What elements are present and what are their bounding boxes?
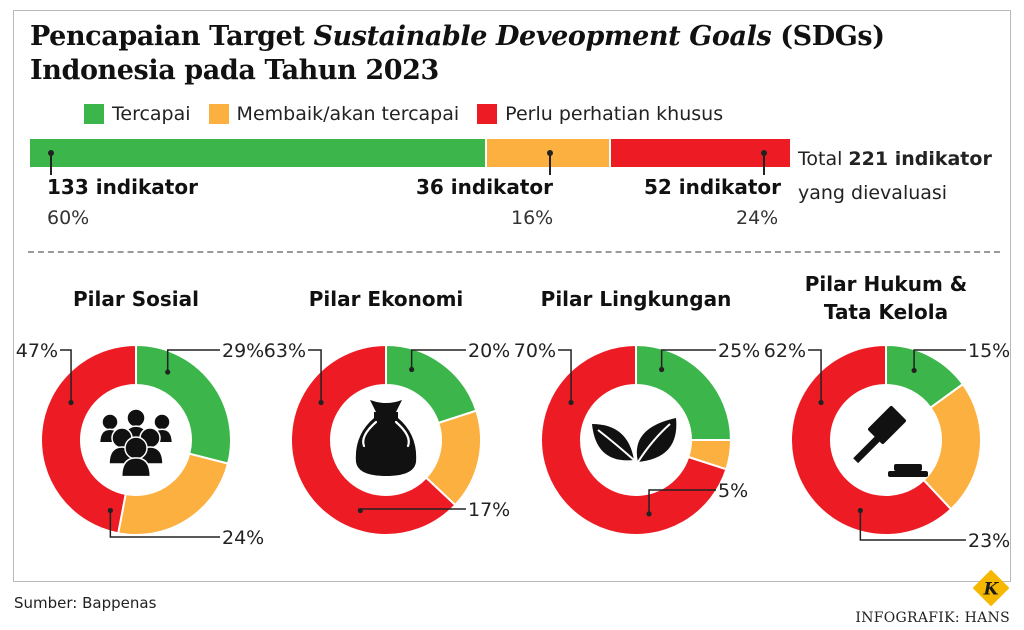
- bar-marker-line: [549, 153, 552, 175]
- bar-marker-line: [50, 153, 52, 175]
- dashed-divider: [28, 251, 1000, 253]
- bar-marker-dot: [761, 150, 768, 156]
- bar-percent-membaik: 16%: [511, 207, 554, 229]
- bar-percent-perlu-perhatian: 24%: [736, 207, 779, 229]
- title-part-2: Sustainable Deveopment Goals: [313, 21, 772, 52]
- legend-item-tercapai: Tercapai: [84, 103, 191, 125]
- bar-marker-dot: [547, 150, 554, 156]
- bar-label-perlu-perhatian: 52 indikator: [644, 175, 782, 199]
- bar-marker-line: [763, 153, 766, 175]
- bar-label-membaik: 36 indikator: [416, 175, 554, 199]
- donut-slice-lingkungan-perlu-perhatian: [540, 343, 728, 536]
- leader-line: [558, 349, 572, 403]
- people-icon: [98, 408, 174, 478]
- legend-item-membaik: Membaik/akan tercapai: [208, 103, 460, 125]
- bar-marker-dot: [48, 150, 54, 156]
- pillar-title: Pilar Hukum &: [805, 272, 967, 296]
- slice-percent-label: 63%: [264, 340, 306, 362]
- legend-swatch-orange: [208, 104, 229, 124]
- total-count: 221 indikator: [848, 148, 992, 170]
- leader-line: [166, 349, 220, 373]
- slice-percent-label: 24%: [222, 527, 264, 549]
- slice-percent-label: 20%: [468, 340, 510, 362]
- legend: Tercapai Membaik/akan tercapai Perlu per…: [84, 99, 741, 129]
- bar-label-tercapai: 133 indikator: [47, 175, 198, 199]
- slice-percent-label: 29%: [222, 340, 264, 362]
- legend-label: Tercapai: [112, 103, 191, 125]
- leaves-icon: [592, 418, 677, 463]
- leader-line: [808, 349, 822, 403]
- slice-percent-label: 5%: [718, 480, 748, 502]
- stacked-bar: [30, 139, 790, 175]
- slice-percent-label: 25%: [718, 340, 760, 362]
- leader-line: [359, 508, 466, 511]
- leader-line: [859, 510, 966, 541]
- legend-item-perlu-perhatian: Perlu perhatian khusus: [477, 103, 723, 125]
- money-bag-icon: [355, 400, 417, 476]
- source-note: Sumber: Bappenas: [14, 594, 157, 612]
- infographic-credit: INFOGRAFIK: HANS: [855, 610, 1010, 626]
- title-part-1: Pencapaian Target: [30, 21, 314, 52]
- pillar-title: Pilar Lingkungan: [541, 287, 732, 311]
- publisher-logo: K: [973, 570, 1009, 606]
- leader-line: [913, 349, 966, 371]
- donut-slice-ekonomi-perlu-perhatian: [290, 343, 457, 536]
- page-title: Pencapaian Target Sustainable Deveopment…: [30, 20, 1000, 88]
- donut-slice-hukum-perlu-perhatian: [790, 343, 953, 536]
- total-indicator-text: Total 221 indikator yang dievaluasi: [798, 142, 992, 210]
- legend-label: Perlu perhatian khusus: [505, 103, 724, 125]
- gavel-icon: [853, 406, 928, 477]
- logo-letter: K: [983, 580, 1000, 600]
- leader-line: [648, 489, 716, 514]
- donut-slice-sosial-perlu-perhatian: [40, 343, 137, 535]
- leader-line: [410, 349, 466, 370]
- donut-slice-sosial-tercapai: [135, 343, 232, 465]
- bar-percent-tercapai: 60%: [47, 207, 90, 229]
- slice-percent-label: 62%: [764, 340, 806, 362]
- donut-slice-ekonomi-tercapai: [385, 343, 478, 425]
- donut-slice-lingkungan-tercapai: [635, 343, 733, 441]
- bar-segment-perlu-perhatian: [611, 139, 790, 175]
- title-part-3: (SDGs) Indonesia pada Tahun 2023: [30, 21, 885, 86]
- leader-line: [660, 349, 716, 370]
- infographic-frame: [13, 10, 1011, 582]
- slice-percent-label: 70%: [514, 340, 556, 362]
- slice-percent-label: 23%: [968, 530, 1010, 552]
- legend-label: Membaik/akan tercapai: [236, 103, 460, 125]
- legend-swatch-green: [84, 104, 104, 124]
- legend-swatch-red: [477, 104, 498, 124]
- bar-segment-membaik: [487, 139, 612, 175]
- pillar-title: Pilar Ekonomi: [309, 287, 464, 311]
- leader-line: [308, 349, 322, 403]
- logo-diamond: [973, 570, 1009, 606]
- bar-segment-tercapai: [30, 139, 488, 175]
- slice-percent-label: 17%: [468, 499, 510, 521]
- pillar-title: Pilar Sosial: [73, 287, 199, 311]
- pillar-title: Tata Kelola: [824, 300, 948, 324]
- leader-line: [60, 349, 72, 403]
- total-suffix: yang dievaluasi: [798, 182, 948, 204]
- leader-line: [109, 510, 220, 538]
- slice-percent-label: 15%: [968, 340, 1010, 362]
- total-prefix: Total: [798, 148, 843, 170]
- slice-percent-label: 47%: [16, 340, 58, 362]
